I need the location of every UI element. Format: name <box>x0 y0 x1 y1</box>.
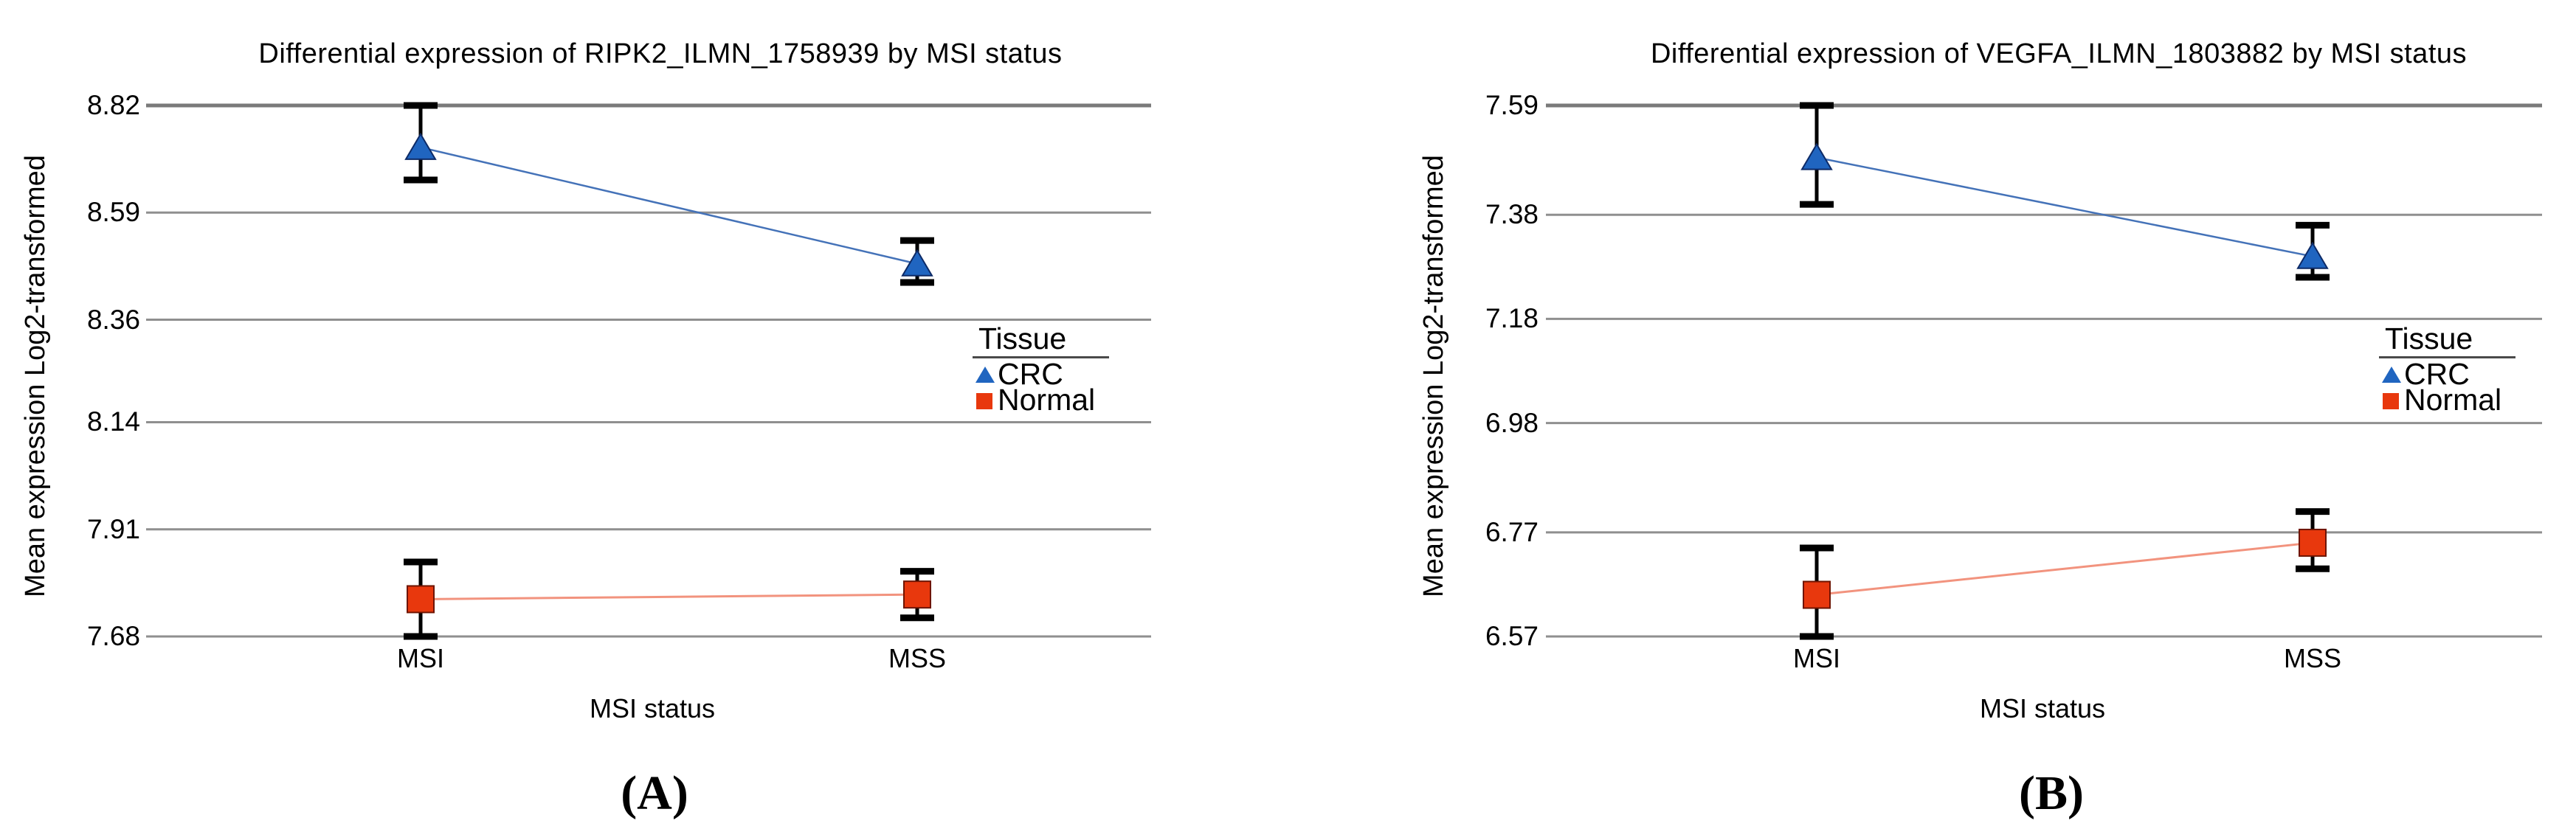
panel-a-category-mss: MSS <box>888 643 946 673</box>
panel-a-y-axis-label: Mean expression Log2-transformed <box>20 155 51 597</box>
legend-title: Tissue <box>2385 322 2473 355</box>
crc-marker <box>404 132 437 160</box>
legend-row-crc: CRC <box>973 357 1164 391</box>
legend-row-normal: Normal <box>2379 383 2571 417</box>
y-tick-label: 6.98 <box>1485 407 1539 438</box>
y-tick-label: 7.18 <box>1485 303 1539 334</box>
crc-marker <box>1800 142 1833 170</box>
panel-a-title: Differential expression of RIPK2_ILMN_17… <box>258 38 1063 69</box>
legend-title: Tissue <box>978 322 1067 355</box>
legend-title-underline <box>973 356 1109 358</box>
legend-item-normal: Normal <box>998 383 1096 417</box>
y-tick-label: 7.38 <box>1485 199 1539 230</box>
y-tick-label: 7.59 <box>1485 90 1539 120</box>
y-tick-label: 8.59 <box>86 197 140 228</box>
y-tick-label: 7.91 <box>86 513 140 544</box>
y-tick-label: 6.77 <box>1485 516 1539 547</box>
y-tick-label: 6.57 <box>1485 621 1539 651</box>
legend-item-normal: Normal <box>2404 383 2502 417</box>
panel-a-letter: (A) <box>621 766 688 820</box>
series-line-crc <box>420 146 918 265</box>
y-tick-label: 8.82 <box>86 90 140 120</box>
y-tick-label: 8.36 <box>86 304 140 335</box>
panel-a-legend: Tissue CRC Normal <box>973 322 1164 417</box>
panel-b-category-msi: MSI <box>1792 643 1840 673</box>
normal-marker <box>903 580 931 609</box>
legend-row-normal: Normal <box>973 383 1164 417</box>
panel-b-x-axis-label: MSI status <box>1979 693 2106 723</box>
crc-marker <box>901 249 933 277</box>
series-line-crc <box>1816 156 2313 257</box>
panel-b-letter: (B) <box>2019 766 2084 820</box>
legend-title-underline <box>2379 356 2515 358</box>
legend-row-crc: CRC <box>2379 357 2571 391</box>
panel-b-title: Differential expression of VEGFA_ILMN_18… <box>1650 38 2468 69</box>
legend-item-crc: CRC <box>998 357 1063 391</box>
panel-b-legend: Tissue CRC Normal <box>2379 322 2571 417</box>
panel-a-category-msi: MSI <box>396 643 444 673</box>
normal-square-icon <box>2383 392 2399 409</box>
series-line-normal <box>1816 541 2313 597</box>
normal-marker <box>2299 528 2327 557</box>
y-tick-label: 8.14 <box>86 406 140 437</box>
normal-marker <box>407 585 435 614</box>
crc-triangle-icon <box>976 366 995 383</box>
normal-square-icon <box>976 392 992 409</box>
y-tick-label: 7.68 <box>86 621 140 651</box>
legend-item-crc: CRC <box>2404 357 2470 391</box>
normal-marker <box>1803 580 1831 609</box>
panel-a-x-axis-label: MSI status <box>589 693 716 723</box>
panel-b-y-axis-label: Mean expression Log2-transformed <box>1418 155 1449 597</box>
panel-b-category-mss: MSS <box>2283 643 2341 673</box>
series-line-normal <box>420 593 918 600</box>
crc-triangle-icon <box>2382 366 2401 383</box>
crc-marker <box>2296 241 2329 269</box>
